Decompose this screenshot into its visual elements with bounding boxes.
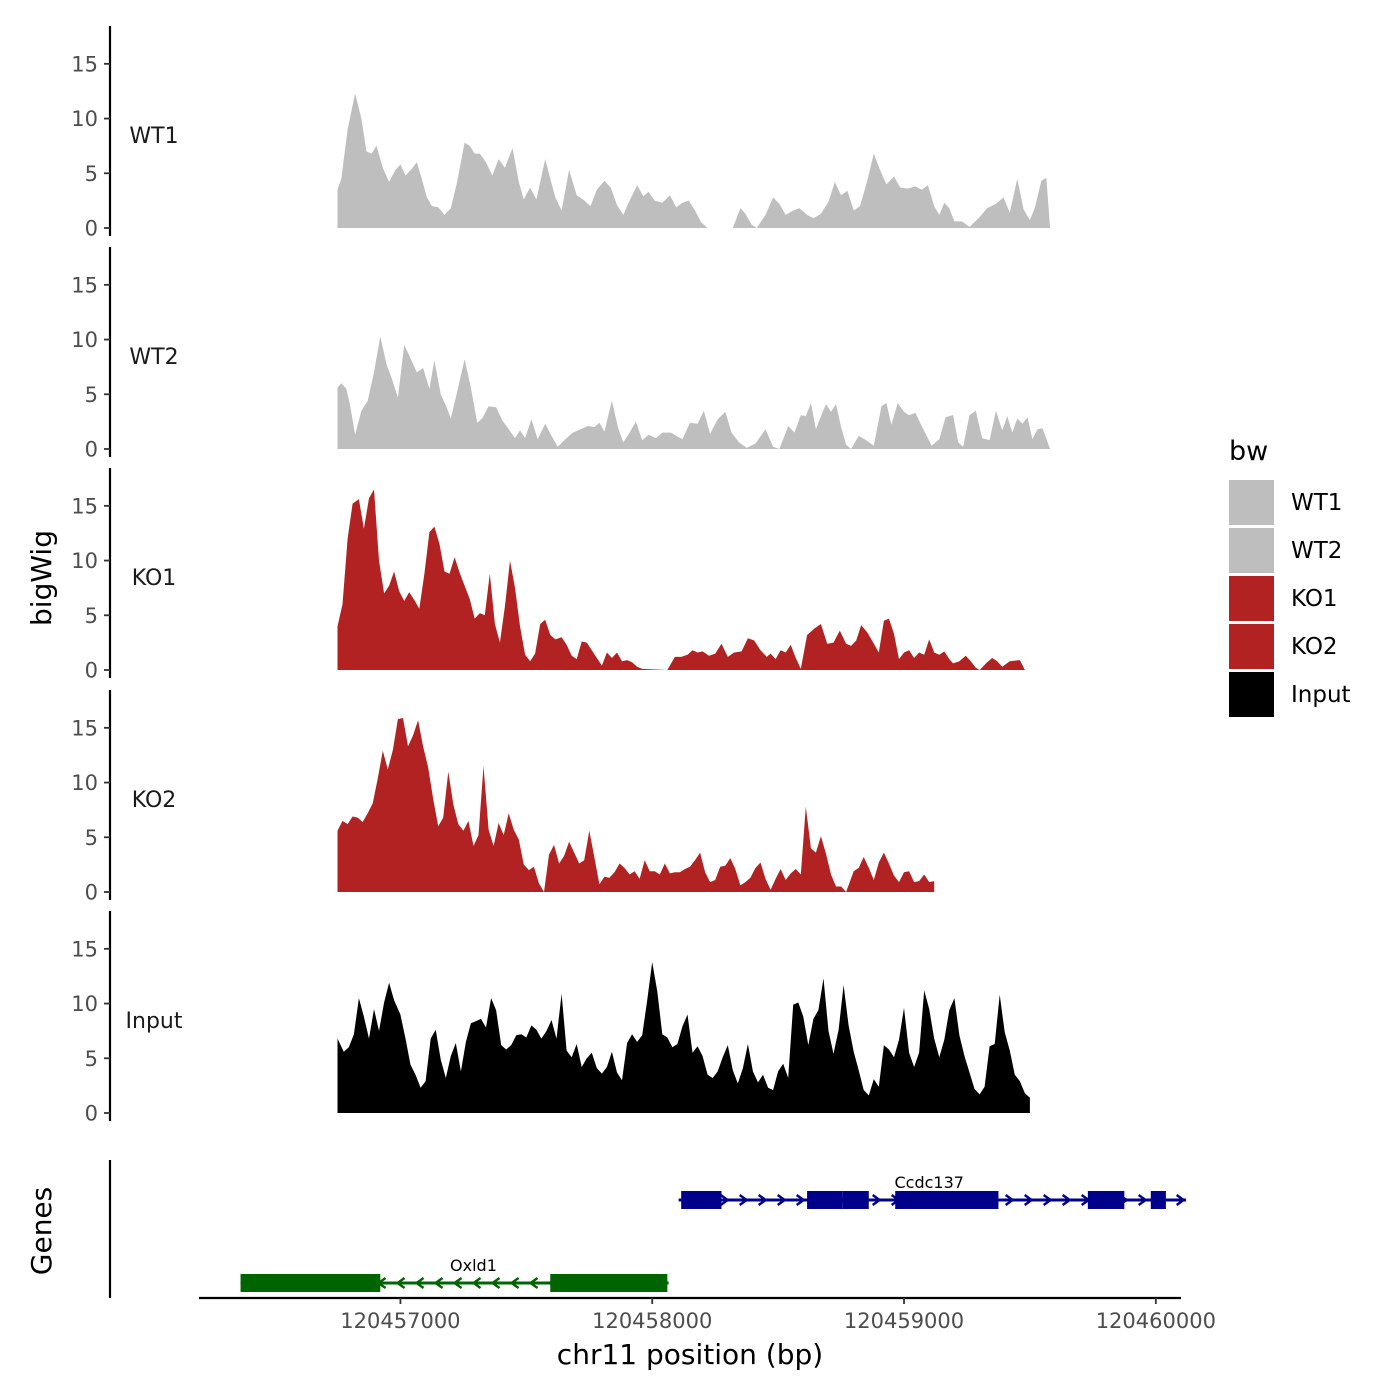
strand-arrow xyxy=(757,1194,768,1206)
legend-entry-input: Input xyxy=(1229,672,1351,717)
y-tick-label: 0 xyxy=(85,881,98,905)
y-axis-title: bigWig xyxy=(25,530,58,626)
strand-arrow xyxy=(719,1194,730,1206)
legend-label: KO1 xyxy=(1291,586,1338,612)
x-axis-title: chr11 position (bp) xyxy=(557,1338,823,1371)
legend-title: bw xyxy=(1229,436,1268,467)
gene-name-label: Oxld1 xyxy=(450,1256,497,1275)
gene-exon xyxy=(807,1191,843,1209)
y-tick-label: 5 xyxy=(85,1047,98,1071)
track-ko1: 0 5 10 15 KO1 xyxy=(71,468,1025,683)
track-label: WT1 xyxy=(129,124,178,149)
strand-arrow xyxy=(1004,1194,1015,1206)
strand-arrow xyxy=(738,1194,749,1206)
legend-entry-ko1: KO1 xyxy=(1229,576,1338,621)
genes-axis-title: Genes xyxy=(25,1187,58,1275)
legend-swatch xyxy=(1229,672,1274,717)
gene-annotation-track: Ccdc137 Oxld1 xyxy=(108,1160,1187,1298)
gene-exon xyxy=(240,1274,381,1292)
legend-entry-wt1: WT1 xyxy=(1229,480,1342,525)
y-tick-label: 15 xyxy=(71,937,98,961)
y-tick-label: 0 xyxy=(85,1102,98,1126)
track-label: KO2 xyxy=(132,788,177,813)
legend: bw WT1 WT2 KO1 KO2 Input xyxy=(1229,436,1351,717)
gene-exon xyxy=(895,1191,999,1209)
strand-arrow xyxy=(528,1277,539,1289)
legend-label: KO2 xyxy=(1291,634,1338,660)
signal-area-wt2 xyxy=(337,336,1051,449)
track-wt1: 0 5 10 15 WT1 xyxy=(71,26,1051,241)
strand-arrow xyxy=(395,1277,406,1289)
y-tick-label: 10 xyxy=(71,107,98,131)
y-tick-label: 15 xyxy=(71,273,98,297)
legend-swatch xyxy=(1229,576,1274,621)
strand-arrow xyxy=(1137,1194,1148,1206)
y-tick-label: 15 xyxy=(71,52,98,76)
strand-arrow xyxy=(1175,1194,1186,1206)
track-label: WT2 xyxy=(129,345,178,370)
y-tick-label: 15 xyxy=(71,494,98,518)
legend-label: WT2 xyxy=(1291,538,1342,564)
y-tick-label: 0 xyxy=(85,438,98,462)
strand-arrow xyxy=(433,1277,444,1289)
x-tick-label: 120458000 xyxy=(592,1309,712,1333)
gene-exon xyxy=(1150,1191,1166,1209)
y-tick-label: 10 xyxy=(71,328,98,352)
track-wt2: 0 5 10 15 WT2 xyxy=(71,247,1051,462)
x-tick-label: 120460000 xyxy=(1096,1309,1216,1333)
gene-oxld1: Oxld1 xyxy=(240,1256,669,1292)
y-tick-label: 10 xyxy=(71,549,98,573)
strand-arrow xyxy=(490,1277,501,1289)
legend-label: WT1 xyxy=(1291,490,1342,516)
y-tick-label: 10 xyxy=(71,771,98,795)
legend-entry-ko2: KO2 xyxy=(1229,624,1338,669)
y-tick-label: 10 xyxy=(71,992,98,1016)
signal-tracks: 0 5 10 15 WT1 0 5 10 15 WT2 0 5 10 15 KO1 0 5 10 15 KO2 0 5 10… xyxy=(71,26,1051,1126)
gene-exon xyxy=(681,1191,722,1209)
legend-swatch xyxy=(1229,528,1274,573)
strand-arrow xyxy=(509,1277,520,1289)
strand-arrow xyxy=(1042,1194,1053,1206)
y-tick-label: 0 xyxy=(85,659,98,683)
y-tick-label: 0 xyxy=(85,217,98,241)
legend-label: Input xyxy=(1291,682,1351,708)
strand-arrow xyxy=(795,1194,806,1206)
strand-arrow xyxy=(452,1277,463,1289)
gene-exon xyxy=(550,1274,668,1292)
x-tick-label: 120459000 xyxy=(844,1309,964,1333)
signal-area-ko2 xyxy=(337,718,935,892)
strand-arrow xyxy=(471,1277,482,1289)
strand-arrow xyxy=(871,1194,882,1206)
gene-exon xyxy=(842,1191,869,1209)
legend-swatch xyxy=(1229,480,1274,525)
track-ko2: 0 5 10 15 KO2 xyxy=(71,690,935,905)
gene-name-label: Ccdc137 xyxy=(894,1173,963,1192)
track-input: 0 5 10 15 Input xyxy=(71,911,1030,1126)
y-tick-label: 5 xyxy=(85,162,98,186)
gene-exon xyxy=(1087,1191,1125,1209)
signal-area-input xyxy=(337,962,1030,1113)
strand-arrow xyxy=(1023,1194,1034,1206)
strand-arrow xyxy=(414,1277,425,1289)
legend-swatch xyxy=(1229,624,1274,669)
signal-area-ko1 xyxy=(337,489,1025,670)
track-label: KO1 xyxy=(132,566,177,591)
y-tick-label: 5 xyxy=(85,826,98,850)
x-axis: 120457000 120458000 120459000 120460000 xyxy=(199,1296,1216,1333)
y-tick-label: 5 xyxy=(85,604,98,628)
strand-arrow xyxy=(1061,1194,1072,1206)
legend-entries: WT1 WT2 KO1 KO2 Input xyxy=(1229,480,1351,717)
strand-arrow xyxy=(776,1194,787,1206)
legend-entry-wt2: WT2 xyxy=(1229,528,1342,573)
track-label: Input xyxy=(126,1009,183,1034)
y-tick-label: 5 xyxy=(85,383,98,407)
x-tick-label: 120457000 xyxy=(340,1309,460,1333)
y-tick-label: 15 xyxy=(71,716,98,740)
gene-ccdc137: Ccdc137 xyxy=(678,1173,1187,1209)
signal-area-wt1 xyxy=(337,93,1051,229)
